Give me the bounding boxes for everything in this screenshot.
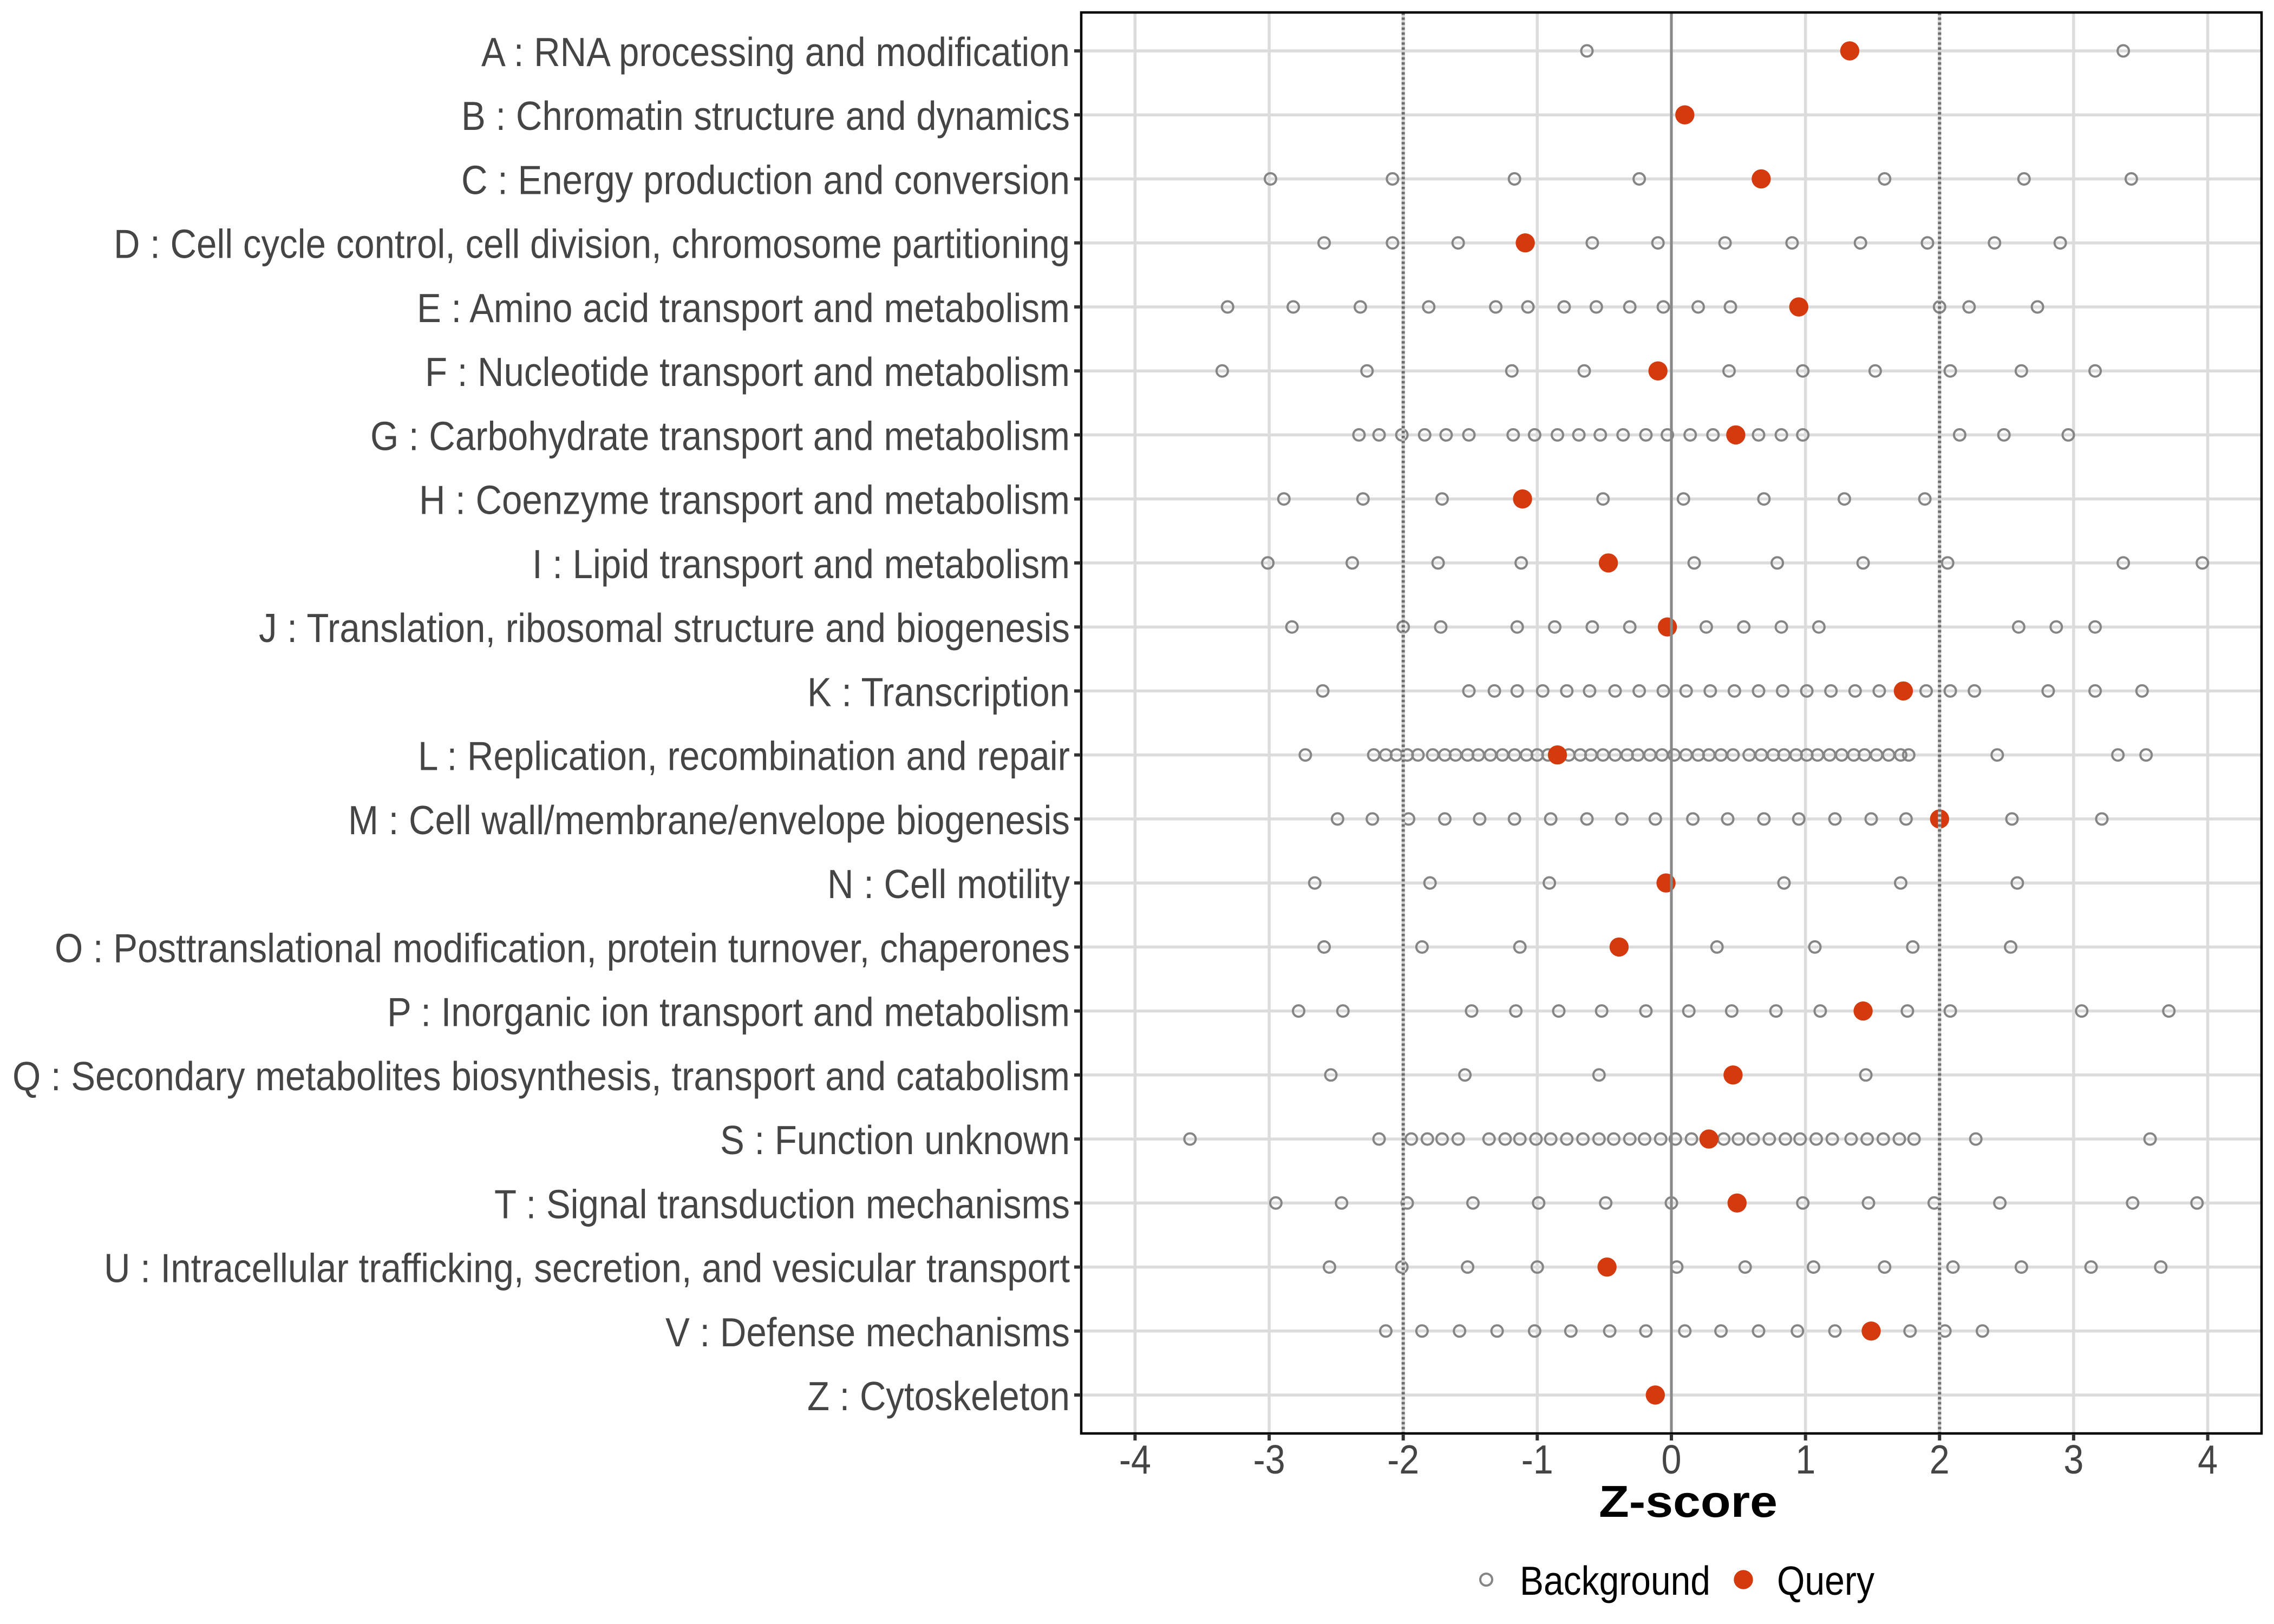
svg-text:I : Lipid transport and metabo: I : Lipid transport and metabolism [532,541,1070,587]
svg-text:N : Cell motility: N : Cell motility [827,861,1070,907]
svg-text:-4: -4 [1119,1437,1151,1482]
svg-text:2: 2 [1930,1437,1950,1482]
svg-text:K : Transcription: K : Transcription [807,669,1070,715]
svg-text:P : Inorganic ion transport an: P : Inorganic ion transport and metaboli… [387,990,1070,1035]
svg-text:V : Defense mechanisms: V : Defense mechanisms [665,1309,1070,1355]
svg-text:1: 1 [1795,1437,1815,1482]
svg-text:J : Translation, ribosomal str: J : Translation, ribosomal structure and… [259,605,1070,651]
svg-text:-3: -3 [1253,1437,1285,1482]
svg-text:T : Signal transduction mechan: T : Signal transduction mechanisms [494,1181,1070,1227]
svg-text:4: 4 [2198,1437,2218,1482]
svg-text:C : Energy production and conv: C : Energy production and conversion [461,158,1070,203]
svg-text:H : Coenzyme transport and met: H : Coenzyme transport and metabolism [419,477,1070,523]
svg-text:Query: Query [1777,1558,1874,1603]
svg-text:3: 3 [2063,1437,2083,1482]
svg-text:D : Cell cycle control, cell d: D : Cell cycle control, cell division, c… [114,221,1070,267]
svg-text:U : Intracellular trafficking,: U : Intracellular trafficking, secretion… [104,1246,1070,1291]
svg-text:E : Amino acid transport and m: E : Amino acid transport and metabolism [417,285,1070,331]
svg-text:Q : Secondary metabolites bios: Q : Secondary metabolites biosynthesis, … [12,1053,1070,1099]
svg-text:F : Nucleotide transport and m: F : Nucleotide transport and metabolism [425,349,1070,395]
svg-text:S : Function unknown: S : Function unknown [720,1117,1070,1163]
svg-text:O : Posttranslational modifica: O : Posttranslational modification, prot… [55,925,1070,971]
svg-text:B : Chromatin structure and dy: B : Chromatin structure and dynamics [461,93,1070,139]
svg-text:M : Cell wall/membrane/envelop: M : Cell wall/membrane/envelope biogenes… [348,797,1070,843]
svg-text:Z-score: Z-score [1599,1476,1778,1527]
svg-text:Z : Cytoskeleton: Z : Cytoskeleton [807,1373,1070,1419]
svg-text:A : RNA processing and modific: A : RNA processing and modification [481,29,1070,75]
svg-text:G : Carbohydrate transport and: G : Carbohydrate transport and metabolis… [370,413,1070,459]
svg-text:0: 0 [1662,1437,1682,1482]
svg-text:-2: -2 [1387,1437,1419,1482]
svg-text:L : Replication, recombination: L : Replication, recombination and repai… [418,734,1070,779]
svg-text:Background: Background [1520,1558,1710,1603]
svg-text:-1: -1 [1521,1437,1553,1482]
